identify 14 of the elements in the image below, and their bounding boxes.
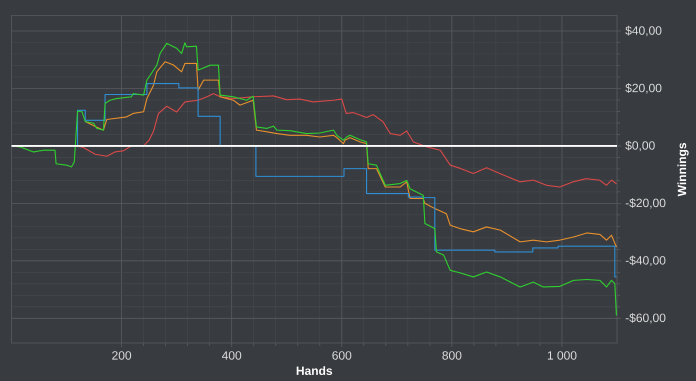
line-series bbox=[84, 61, 618, 248]
y-tick-label: $0,00 bbox=[625, 140, 655, 152]
y-axis-title: Winnings bbox=[677, 142, 689, 196]
y-tick-label: -$20,00 bbox=[626, 198, 666, 209]
x-tick-label: 1 000 bbox=[548, 351, 576, 360]
y-tick-label: $20,00 bbox=[625, 83, 662, 94]
y-tick-label: $40,00 bbox=[625, 26, 662, 36]
x-tick-label: 600 bbox=[332, 351, 352, 360]
x-tick-label: 400 bbox=[222, 351, 242, 360]
y-tick-label: -$60,00 bbox=[626, 313, 666, 324]
x-tick-label: 800 bbox=[442, 351, 462, 360]
x-axis-title: Hands bbox=[296, 366, 332, 376]
y-tick-label: -$40,00 bbox=[626, 256, 666, 266]
x-tick-label: 200 bbox=[112, 351, 132, 360]
